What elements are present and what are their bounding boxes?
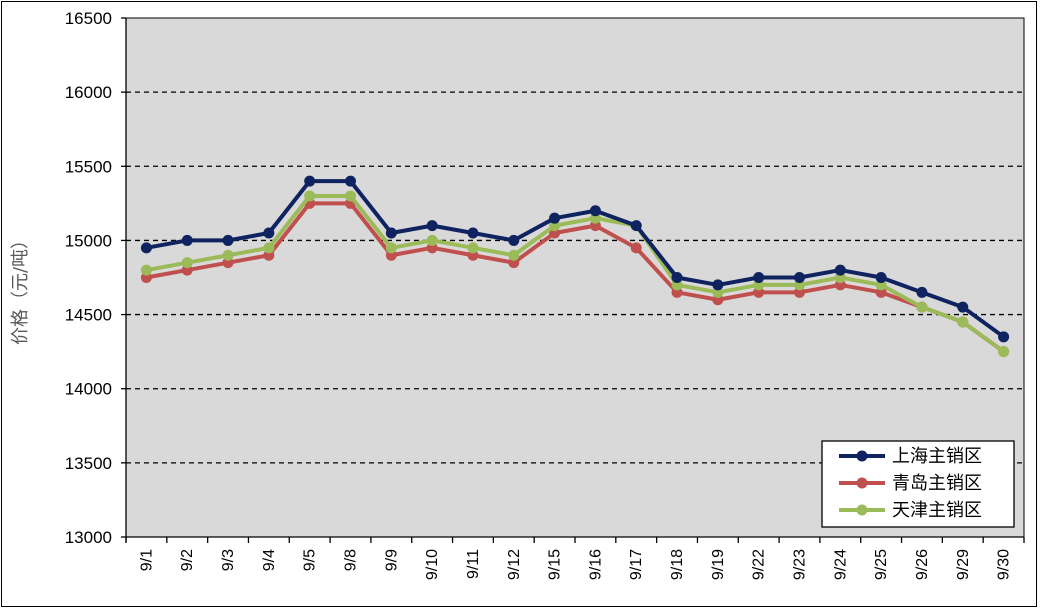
x-tick-label: 9/26 xyxy=(914,549,931,580)
x-tick-label: 9/17 xyxy=(628,549,645,580)
x-tick-label: 9/11 xyxy=(465,549,482,579)
x-tick-label: 9/25 xyxy=(873,549,890,580)
data-point xyxy=(426,220,438,232)
data-point xyxy=(834,264,846,276)
legend-label: 上海主销区 xyxy=(892,446,982,467)
x-tick-label: 9/3 xyxy=(220,549,237,571)
x-tick-label: 9/19 xyxy=(710,549,727,580)
data-point xyxy=(181,257,193,269)
data-point xyxy=(222,234,234,246)
data-point xyxy=(345,175,356,187)
x-tick-label: 9/4 xyxy=(261,549,278,571)
legend-label: 天津主销区 xyxy=(892,500,982,521)
data-point xyxy=(345,190,356,202)
data-point xyxy=(957,316,969,328)
x-tick-label: 9/29 xyxy=(955,549,972,580)
data-point xyxy=(304,175,316,187)
x-tick-label: 9/30 xyxy=(996,549,1013,580)
y-axis-label: 价格（元/吨） xyxy=(10,231,31,345)
data-point xyxy=(508,234,520,246)
series-line xyxy=(146,201,1005,354)
x-tick-label: 9/2 xyxy=(179,549,196,571)
y-tick-label: 15500 xyxy=(65,157,112,176)
data-point xyxy=(181,234,193,246)
legend-swatch-marker xyxy=(856,477,868,489)
x-tick-label: 9/18 xyxy=(669,549,686,580)
data-point xyxy=(263,227,275,239)
x-tick-label: 9/10 xyxy=(424,549,441,580)
data-point xyxy=(263,242,275,254)
y-tick-label: 14000 xyxy=(65,380,112,399)
data-point xyxy=(140,242,152,254)
x-tick-label: 9/23 xyxy=(792,549,809,580)
data-point xyxy=(467,242,479,254)
data-point xyxy=(671,272,683,283)
data-point xyxy=(467,227,479,239)
data-point xyxy=(712,279,724,291)
data-point xyxy=(549,212,561,224)
legend-swatch-marker xyxy=(856,504,868,516)
data-point xyxy=(875,272,887,283)
data-point xyxy=(794,272,805,283)
data-point xyxy=(753,272,765,283)
y-tick-label: 15000 xyxy=(65,231,112,250)
x-tick-label: 9/15 xyxy=(547,549,564,580)
y-tick-label: 13500 xyxy=(65,454,112,473)
x-tick-label: 9/8 xyxy=(343,549,360,571)
data-point xyxy=(630,220,642,232)
data-point xyxy=(998,331,1010,343)
x-tick-label: 9/22 xyxy=(751,549,768,580)
x-tick-labels: 9/1 9/2 9/3 9/4 9/5 9/8 9/9 9/10 9/11 9/12 9/15 9/1… xyxy=(138,549,1012,580)
data-point xyxy=(385,242,397,254)
y-tick-label: 16000 xyxy=(65,83,112,102)
data-point xyxy=(304,190,316,202)
y-tick-labels: 13000 13500 14000 14500 15000 15500 16000 16500 xyxy=(65,9,112,547)
axes xyxy=(121,17,1025,543)
x-tick-label: 9/1 xyxy=(138,549,155,571)
data-point xyxy=(426,234,438,246)
data-point xyxy=(957,301,969,313)
y-tick-label: 14500 xyxy=(65,306,112,325)
data-point xyxy=(998,346,1010,358)
data-point xyxy=(589,205,601,217)
series-line xyxy=(146,179,1005,339)
x-tick-label: 9/12 xyxy=(506,549,523,580)
series-1 xyxy=(140,175,1010,343)
data-point xyxy=(222,249,234,261)
series-line xyxy=(146,193,1005,354)
x-tick-label: 9/9 xyxy=(383,549,400,571)
data-point xyxy=(385,227,397,239)
data-point xyxy=(630,242,642,254)
data-point xyxy=(140,264,152,276)
data-point xyxy=(508,249,520,261)
y-tick-label: 16500 xyxy=(65,9,112,28)
data-point xyxy=(916,301,928,313)
legend-label: 青岛主销区 xyxy=(892,473,982,494)
series-group xyxy=(140,175,1010,358)
legend-swatch-marker xyxy=(856,450,868,462)
y-tick-label: 13000 xyxy=(65,528,112,547)
x-tick-label: 9/16 xyxy=(587,549,604,580)
data-point xyxy=(916,286,928,298)
x-tick-label: 9/24 xyxy=(832,549,849,580)
x-tick-label: 9/5 xyxy=(302,549,319,571)
